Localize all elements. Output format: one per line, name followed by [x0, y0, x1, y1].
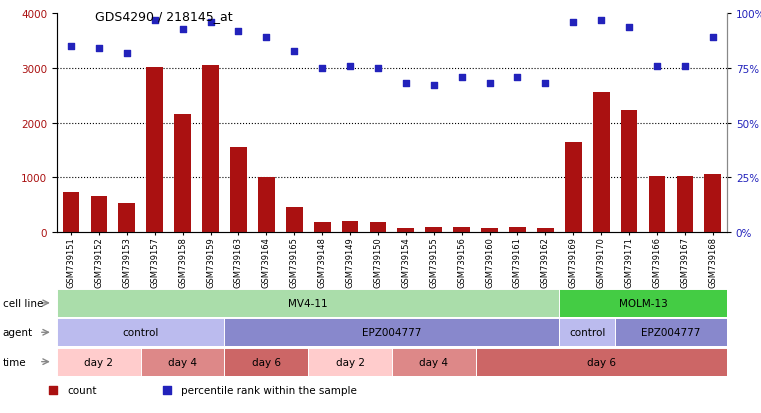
- Bar: [119, 203, 135, 232]
- Text: count: count: [67, 385, 97, 395]
- Text: day 2: day 2: [336, 357, 365, 367]
- Text: day 2: day 2: [84, 357, 113, 367]
- Bar: [648, 177, 665, 232]
- Text: control: control: [123, 328, 159, 337]
- Text: GDS4290 / 218145_at: GDS4290 / 218145_at: [95, 10, 233, 23]
- Point: [177, 26, 189, 33]
- Text: agent: agent: [3, 328, 33, 337]
- Text: day 4: day 4: [419, 357, 448, 367]
- Point: [316, 66, 328, 72]
- Bar: [509, 227, 526, 232]
- Bar: [174, 115, 191, 232]
- Point: [93, 46, 105, 52]
- Point: [595, 18, 607, 24]
- Bar: [565, 143, 581, 232]
- Point: [567, 20, 579, 26]
- Text: time: time: [3, 357, 27, 367]
- Point: [232, 28, 244, 35]
- Point: [400, 81, 412, 88]
- Bar: [202, 66, 219, 232]
- Point: [148, 18, 161, 24]
- Point: [679, 63, 691, 70]
- Text: MOLM-13: MOLM-13: [619, 298, 667, 308]
- Point: [288, 48, 301, 55]
- Point: [161, 387, 174, 393]
- Bar: [537, 228, 554, 232]
- Point: [372, 66, 384, 72]
- Bar: [677, 177, 693, 232]
- Bar: [62, 192, 79, 232]
- Text: EPZ004777: EPZ004777: [642, 328, 701, 337]
- Point: [651, 63, 663, 70]
- Bar: [91, 197, 107, 232]
- Bar: [481, 228, 498, 232]
- Point: [483, 81, 495, 88]
- Text: day 6: day 6: [252, 357, 281, 367]
- Point: [205, 20, 217, 26]
- Point: [623, 24, 635, 31]
- Bar: [314, 223, 330, 232]
- Bar: [593, 93, 610, 232]
- Bar: [425, 228, 442, 232]
- Point: [707, 35, 719, 42]
- Point: [428, 83, 440, 90]
- Text: MV4-11: MV4-11: [288, 298, 328, 308]
- Bar: [342, 221, 358, 232]
- Point: [260, 35, 272, 42]
- Bar: [370, 223, 387, 232]
- Text: percentile rank within the sample: percentile rank within the sample: [181, 385, 357, 395]
- Text: day 6: day 6: [587, 357, 616, 367]
- Point: [540, 81, 552, 88]
- Text: control: control: [569, 328, 606, 337]
- Point: [344, 63, 356, 70]
- Bar: [397, 228, 414, 232]
- Bar: [705, 174, 721, 232]
- Point: [456, 74, 468, 81]
- Point: [65, 44, 77, 50]
- Text: EPZ004777: EPZ004777: [362, 328, 422, 337]
- Bar: [230, 147, 247, 232]
- Text: cell line: cell line: [3, 298, 43, 308]
- Bar: [146, 68, 163, 232]
- Bar: [454, 228, 470, 232]
- Bar: [621, 111, 638, 232]
- Bar: [286, 208, 303, 232]
- Point: [511, 74, 524, 81]
- Bar: [258, 177, 275, 232]
- Point: [47, 387, 59, 393]
- Point: [121, 50, 133, 57]
- Text: day 4: day 4: [168, 357, 197, 367]
